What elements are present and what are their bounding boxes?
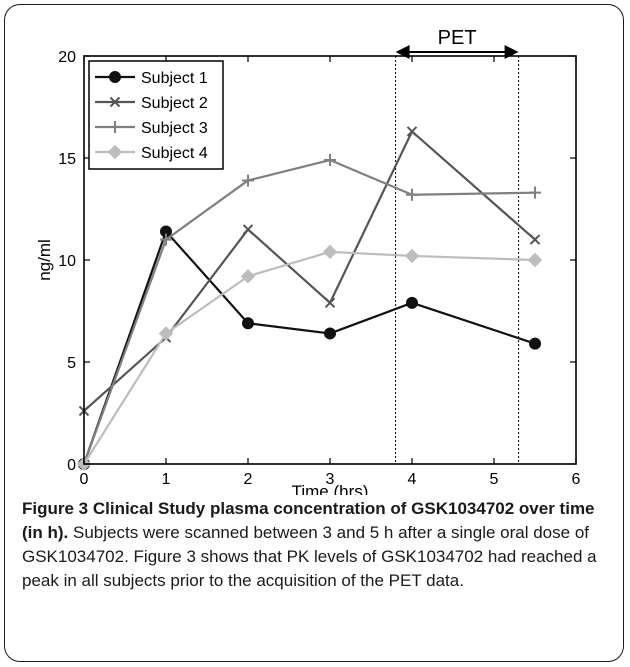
legend-entry: Subject 2	[95, 95, 208, 112]
x-tick-label: 0	[80, 471, 89, 488]
legend-marker	[109, 71, 121, 83]
data-point	[242, 174, 254, 187]
data-point	[242, 317, 254, 330]
x-tick-label: 4	[408, 471, 417, 488]
data-point	[529, 337, 541, 350]
data-point	[406, 126, 418, 137]
data-point	[527, 252, 543, 268]
data-point	[406, 188, 418, 201]
data-point	[322, 244, 338, 260]
series-1	[78, 225, 541, 470]
x-tick-label: 5	[490, 471, 499, 488]
y-tick-label: 10	[58, 253, 76, 270]
data-point	[324, 327, 336, 340]
y-tick-label: 5	[67, 355, 76, 372]
x-axis-label: Time (hrs)	[292, 482, 369, 495]
pet-arrow-left-head	[395, 45, 410, 59]
pet-annotation: PET	[395, 27, 520, 464]
series-line	[83, 250, 536, 465]
pet-label: PET	[438, 27, 477, 49]
x-tick-label: 3	[326, 471, 335, 488]
data-point	[406, 296, 418, 309]
legend: Subject 1 Subject 2 Subject 3 Subject 4	[88, 60, 224, 170]
y-tick-label: 20	[58, 49, 76, 66]
caption-title: Figure 3 Clinical Study plasma concentra…	[22, 499, 595, 542]
data-point	[324, 297, 336, 309]
legend-marker	[107, 144, 123, 160]
legend-label: Subject 2	[141, 95, 208, 112]
y-axis-label: ng/ml	[35, 239, 54, 281]
data-point	[404, 248, 420, 264]
pet-arrow-right-head	[504, 45, 519, 59]
legend-entry: Subject 1	[95, 70, 208, 87]
legend-marker	[109, 121, 121, 133]
data-point	[240, 269, 256, 284]
data-point	[324, 154, 336, 167]
y-tick-label: 0	[67, 457, 76, 474]
data-point	[160, 233, 172, 246]
legend-entry: Subject 3	[95, 120, 208, 137]
x-tick-label: 1	[162, 471, 171, 488]
x-tick-label: 2	[244, 471, 253, 488]
line-chart: PET 0 1 2 3 4 5 6 0 5 10 15 20 Time (hrs) ng/ml Sub…	[35, 27, 581, 495]
figure-caption: Figure 3 Clinical Study plasma concentra…	[22, 497, 612, 593]
data-point	[529, 186, 541, 199]
series-line	[82, 229, 536, 465]
data-point	[158, 326, 174, 341]
data-point	[529, 234, 541, 245]
legend-label: Subject 4	[141, 145, 208, 162]
series-3	[78, 154, 541, 470]
series-layer	[76, 126, 543, 472]
series-4	[76, 244, 543, 472]
legend-label: Subject 3	[141, 120, 208, 137]
y-tick-label: 15	[58, 151, 76, 168]
legend-marker	[109, 96, 121, 108]
tick-labels: 0 1 2 3 4 5 6 0 5 10 15 20	[58, 49, 580, 488]
legend-entry: Subject 4	[95, 144, 208, 162]
series-line	[82, 158, 536, 465]
series-line	[83, 129, 536, 412]
data-point	[242, 224, 254, 235]
legend-label: Subject 1	[141, 70, 208, 87]
x-tick-label: 6	[572, 471, 581, 488]
series-2	[78, 126, 541, 417]
caption-body: Subjects were scanned between 3 and 5 h …	[22, 523, 597, 590]
